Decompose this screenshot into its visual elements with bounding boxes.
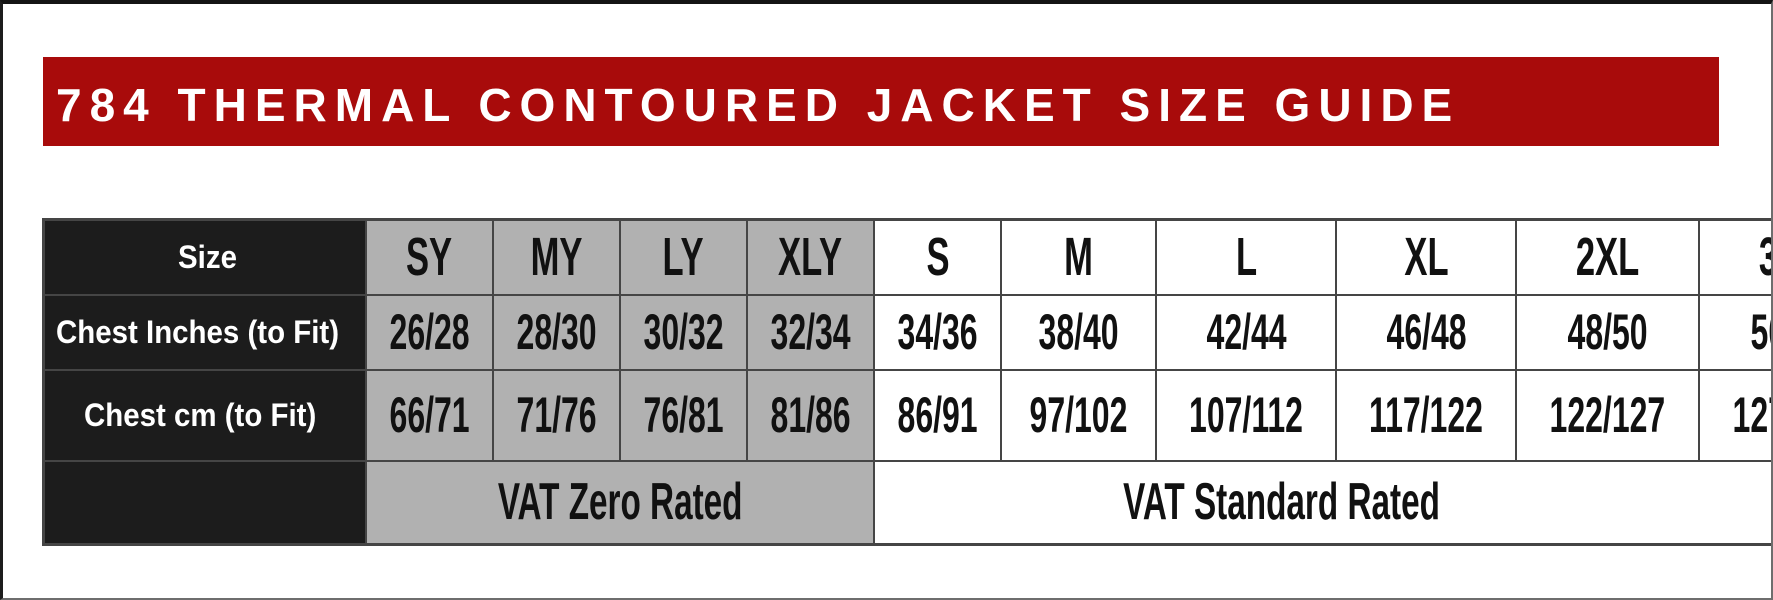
chest-inches-cell: 32/34 xyxy=(745,293,876,371)
size-col-header-l: L xyxy=(1155,218,1338,296)
cell-value: 26/28 xyxy=(389,304,470,360)
vat-row: VAT Zero Rated VAT Standard Rated xyxy=(42,459,1773,546)
chest-cm-cell: 81/86 xyxy=(745,368,876,462)
chest-cm-cell: 66/71 xyxy=(364,368,494,462)
size-col-header-ly: LY xyxy=(618,218,748,296)
cell-value: 34/36 xyxy=(897,304,978,360)
cell-value: 42/44 xyxy=(1206,304,1287,360)
size-col-header-sy: SY xyxy=(364,218,494,296)
size-label: LY xyxy=(662,227,704,288)
cell-value: 66/71 xyxy=(389,387,470,443)
chest-inches-cell: 50/52 xyxy=(1697,293,1773,371)
row-header-label: Chest cm (to Fit) xyxy=(83,396,316,433)
cell-value: 38/40 xyxy=(1038,304,1119,360)
chest-inches-cell: 46/48 xyxy=(1335,293,1518,371)
chest-inches-cell: 26/28 xyxy=(364,293,494,371)
row-header-label: Chest Inches (to Fit) xyxy=(56,313,339,350)
chest-cm-cell: 122/127 xyxy=(1515,368,1700,462)
size-label: SY xyxy=(406,227,453,288)
cell-value: 71/76 xyxy=(516,387,597,443)
cell-value: 81/86 xyxy=(770,387,851,443)
size-label: XLY xyxy=(778,227,843,288)
chest-cm-cell: 117/122 xyxy=(1335,368,1518,462)
chest-inches-cell: 34/36 xyxy=(873,293,1003,371)
size-label: S xyxy=(926,227,950,288)
cell-value: 107/112 xyxy=(1189,387,1304,443)
size-col-header-my: MY xyxy=(491,218,621,296)
cell-value: 28/30 xyxy=(516,304,597,360)
chest-cm-cell: 97/102 xyxy=(1000,368,1158,462)
chest-cm-row: Chest cm (to Fit) 66/71 71/76 76/81 81/8… xyxy=(42,368,1773,462)
vat-zero-label: VAT Zero Rated xyxy=(497,473,743,532)
size-col-header-m: M xyxy=(1000,218,1158,296)
chest-cm-cell: 71/76 xyxy=(491,368,621,462)
row-header-chest-cm: Chest cm (to Fit) xyxy=(42,368,367,462)
size-col-header-s: S xyxy=(873,218,1003,296)
size-col-header-xl: XL xyxy=(1335,218,1518,296)
chest-cm-cell: 127/132 xyxy=(1697,368,1773,462)
size-row: Size SY MY LY XLY S M L XL 2XL 3XL xyxy=(42,218,1773,296)
chest-inches-cell: 28/30 xyxy=(491,293,621,371)
cell-value: 117/122 xyxy=(1369,387,1484,443)
row-header-chest-inches: Chest Inches (to Fit) xyxy=(42,293,367,371)
size-label: L xyxy=(1235,227,1257,288)
chest-inches-cell: 38/40 xyxy=(1000,293,1158,371)
size-label: MY xyxy=(530,227,583,288)
chest-inches-cell: 48/50 xyxy=(1515,293,1700,371)
row-header-label: Size xyxy=(177,238,237,275)
cell-value: 122/127 xyxy=(1549,387,1666,443)
chest-cm-cell: 107/112 xyxy=(1155,368,1338,462)
chest-cm-cell: 76/81 xyxy=(618,368,748,462)
cell-value: 127/132 xyxy=(1732,387,1773,443)
chest-inches-row: Chest Inches (to Fit) 26/28 28/30 30/32 … xyxy=(42,293,1773,371)
cell-value: 50/52 xyxy=(1750,304,1773,360)
size-guide-table: Size SY MY LY XLY S M L XL 2XL 3XL Chest… xyxy=(42,218,1773,546)
cell-value: 97/102 xyxy=(1029,387,1128,443)
chest-inches-cell: 42/44 xyxy=(1155,293,1338,371)
size-col-header-xly: XLY xyxy=(745,218,876,296)
cell-value: 48/50 xyxy=(1567,304,1648,360)
page-title: 784 THERMAL CONTOURED JACKET SIZE GUIDE xyxy=(56,79,1461,131)
cell-value: 76/81 xyxy=(643,387,724,443)
size-col-header-3xl: 3XL xyxy=(1697,218,1773,296)
title-banner: 784 THERMAL CONTOURED JACKET SIZE GUIDE xyxy=(43,57,1719,146)
chest-cm-cell: 86/91 xyxy=(873,368,1003,462)
row-header-size: Size xyxy=(42,218,367,296)
cell-value: 46/48 xyxy=(1386,304,1467,360)
vat-standard-rated-cell: VAT Standard Rated xyxy=(873,459,1773,546)
vat-zero-rated-cell: VAT Zero Rated xyxy=(364,459,876,546)
cell-value: 86/91 xyxy=(897,387,978,443)
cell-value: 30/32 xyxy=(643,304,724,360)
size-label: XL xyxy=(1404,227,1449,288)
vat-row-blank-header xyxy=(42,459,367,546)
chest-inches-cell: 30/32 xyxy=(618,293,748,371)
size-col-header-2xl: 2XL xyxy=(1515,218,1700,296)
cell-value: 32/34 xyxy=(770,304,851,360)
size-label: 2XL xyxy=(1575,227,1640,288)
vat-standard-label: VAT Standard Rated xyxy=(1123,473,1441,532)
size-label: 3XL xyxy=(1759,230,1773,284)
size-label: M xyxy=(1064,227,1094,288)
